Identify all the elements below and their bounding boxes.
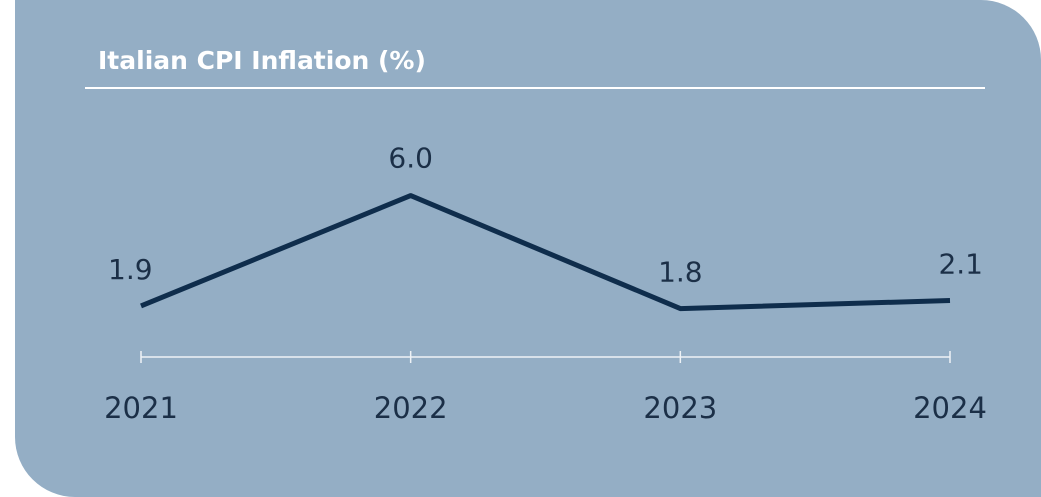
- value-label: 2.1: [938, 248, 983, 281]
- x-tick-label: 2021: [104, 391, 178, 425]
- x-tick-label: 2024: [913, 391, 987, 425]
- x-tick-label: 2023: [643, 391, 717, 425]
- x-tick-label: 2022: [374, 391, 448, 425]
- panel: [15, 0, 1041, 497]
- chart-title: Italian CPI Inflation (%): [98, 46, 426, 75]
- line: [140, 193, 951, 312]
- value-label: 1.9: [108, 253, 153, 286]
- value-label: 1.8: [658, 256, 703, 289]
- value-label: 6.0: [388, 142, 433, 175]
